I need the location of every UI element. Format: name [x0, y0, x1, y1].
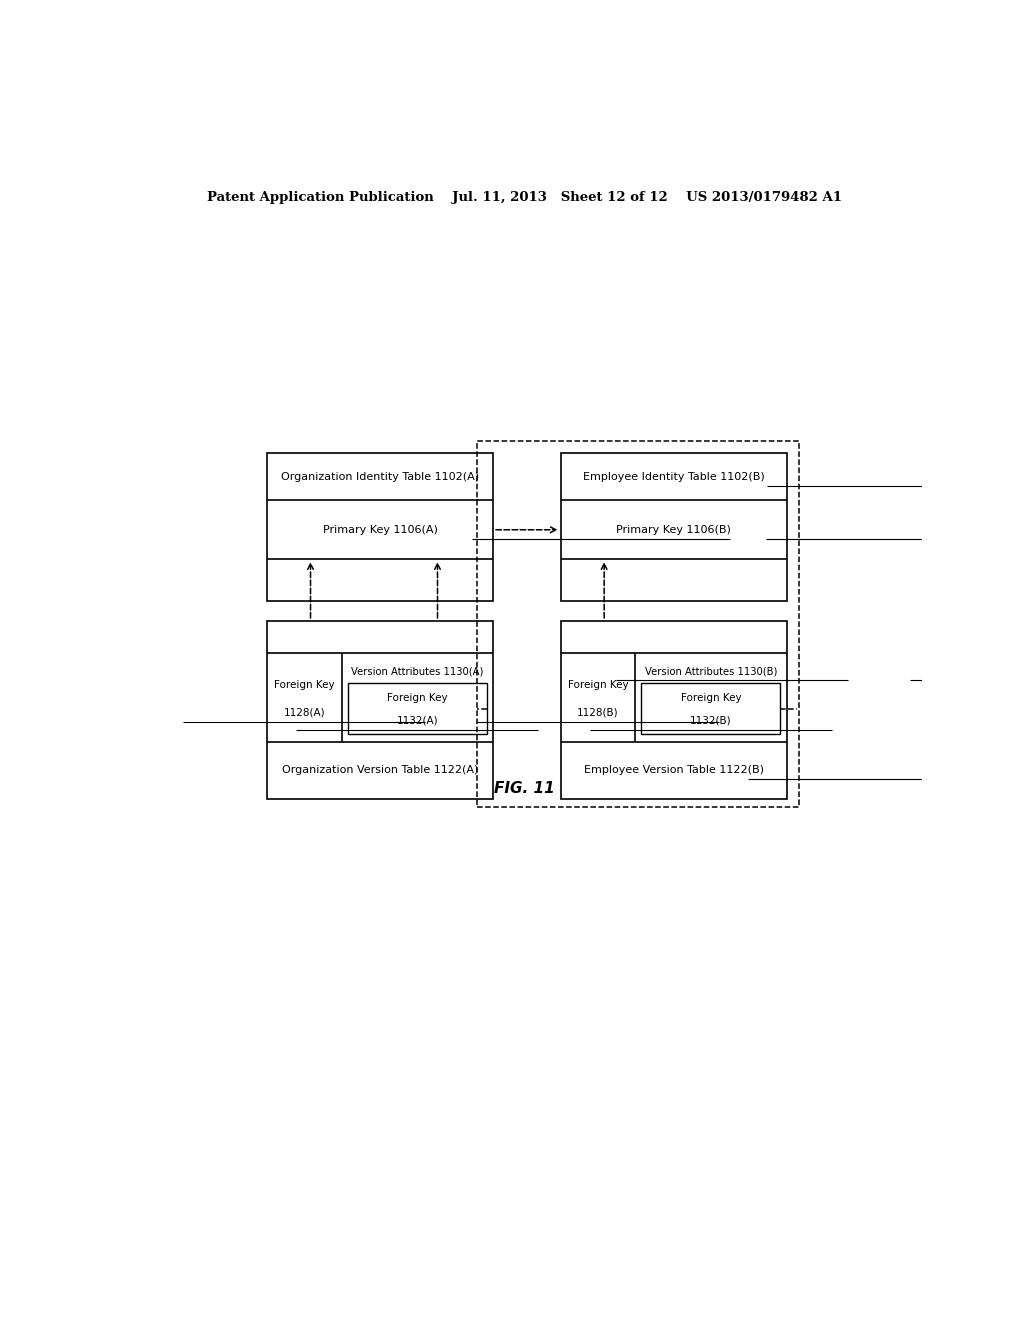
Bar [641, 684, 780, 734]
Text: FIG. 11: FIG. 11 [495, 781, 555, 796]
Text: Employee Identity Table 1102(B): Employee Identity Table 1102(B) [583, 471, 765, 482]
Text: Employee Version Table 1122(B): Employee Version Table 1122(B) [584, 766, 764, 775]
Text: Foreign Key: Foreign Key [681, 693, 741, 704]
Text: Primary Key 1106(B): Primary Key 1106(B) [616, 525, 731, 535]
Text: Version Attributes 1130(B): Version Attributes 1130(B) [645, 667, 777, 676]
Bar [348, 684, 486, 734]
Text: Foreign Key: Foreign Key [387, 693, 447, 704]
Bar [267, 620, 494, 799]
Text: 1128(A): 1128(A) [284, 708, 325, 718]
Text: Version Attributes 1130(A): Version Attributes 1130(A) [351, 667, 483, 676]
Text: 1132(B): 1132(B) [690, 715, 732, 726]
Text: 1132(A): 1132(A) [396, 715, 438, 726]
Text: Organization Identity Table 1102(A): Organization Identity Table 1102(A) [281, 471, 479, 482]
Bar [267, 453, 494, 601]
Text: Primary Key 1106(A): Primary Key 1106(A) [323, 525, 437, 535]
Text: 1128(B): 1128(B) [577, 708, 618, 718]
Text: Foreign Key: Foreign Key [567, 680, 628, 690]
Text: Foreign Key: Foreign Key [273, 680, 335, 690]
Bar [560, 453, 786, 601]
Bar [560, 620, 786, 799]
Bar [477, 441, 799, 807]
Text: Patent Application Publication    Jul. 11, 2013   Sheet 12 of 12    US 2013/0179: Patent Application Publication Jul. 11, … [207, 190, 843, 203]
Text: Organization Version Table 1122(A): Organization Version Table 1122(A) [282, 766, 478, 775]
